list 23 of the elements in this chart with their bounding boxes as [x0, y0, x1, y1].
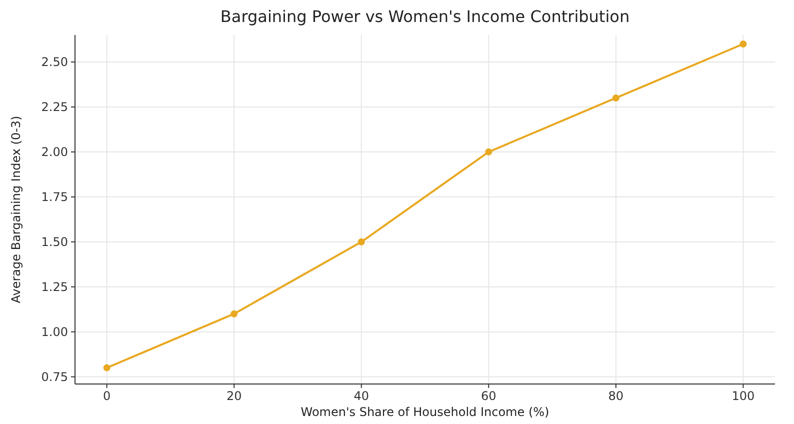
y-axis-title: Average Bargaining Index (0-3): [9, 116, 23, 304]
y-tick-label: 1.00: [41, 325, 68, 340]
x-tick-label: 0: [103, 389, 111, 403]
point: [485, 148, 492, 156]
y-tick-label: 1.50: [41, 235, 68, 250]
y-tick-label: 2.50: [41, 55, 68, 70]
y-tick-label: 2.00: [41, 145, 68, 160]
chart-title: Bargaining Power vs Women's Income Contribution: [220, 7, 630, 26]
point: [103, 364, 110, 372]
x-tick-label: 40: [354, 389, 370, 403]
y-tick-label: 1.75: [41, 190, 68, 204]
point: [612, 94, 620, 102]
x-tick-label: 100: [732, 389, 755, 403]
y-tick-label: 0.75: [41, 370, 68, 384]
x-tick-label: 60: [480, 389, 496, 403]
y-tick-label: 2.25: [41, 100, 68, 114]
point: [740, 40, 747, 48]
x-tick-label: 80: [608, 389, 624, 403]
y-tick-label: 1.25: [41, 280, 68, 294]
point: [358, 238, 365, 246]
x-axis-title: Women's Share of Household Income (%): [300, 405, 550, 419]
x-tick-label: 20: [226, 389, 242, 403]
point: [230, 310, 238, 318]
